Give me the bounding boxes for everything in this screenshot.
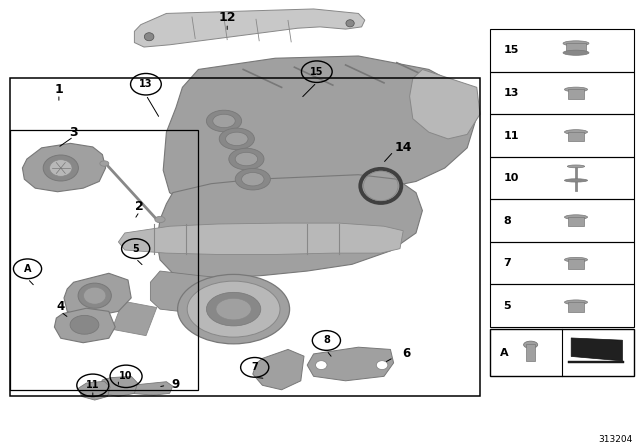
Bar bbox=[490, 199, 634, 242]
Polygon shape bbox=[572, 338, 622, 361]
Text: 8: 8 bbox=[323, 336, 330, 345]
Ellipse shape bbox=[236, 168, 271, 190]
Bar bbox=[490, 29, 634, 72]
Ellipse shape bbox=[187, 281, 280, 337]
Bar bbox=[526, 344, 535, 361]
Ellipse shape bbox=[155, 216, 165, 223]
Text: 14: 14 bbox=[394, 141, 412, 155]
Ellipse shape bbox=[316, 361, 327, 370]
Bar bbox=[568, 89, 584, 99]
Polygon shape bbox=[22, 143, 106, 192]
Polygon shape bbox=[253, 349, 304, 390]
Text: 5: 5 bbox=[132, 244, 139, 254]
Ellipse shape bbox=[78, 283, 111, 308]
Text: 13: 13 bbox=[139, 79, 153, 89]
Text: 2: 2 bbox=[135, 199, 144, 213]
Ellipse shape bbox=[568, 165, 585, 168]
Ellipse shape bbox=[70, 315, 99, 334]
Polygon shape bbox=[118, 223, 403, 254]
Bar bbox=[568, 302, 584, 312]
Bar bbox=[490, 157, 634, 199]
Polygon shape bbox=[134, 9, 365, 47]
Text: 5: 5 bbox=[504, 301, 511, 311]
Bar bbox=[490, 114, 634, 157]
Bar bbox=[568, 217, 584, 227]
Polygon shape bbox=[307, 347, 394, 381]
Ellipse shape bbox=[216, 298, 251, 320]
Text: 13: 13 bbox=[504, 88, 519, 98]
Text: 10: 10 bbox=[504, 173, 519, 183]
Polygon shape bbox=[64, 273, 131, 318]
Bar bbox=[568, 132, 584, 142]
Polygon shape bbox=[127, 382, 173, 395]
Ellipse shape bbox=[206, 292, 261, 326]
Ellipse shape bbox=[206, 110, 242, 132]
Bar bbox=[566, 43, 586, 53]
Ellipse shape bbox=[212, 114, 236, 128]
Text: 8: 8 bbox=[504, 215, 511, 226]
Text: A: A bbox=[500, 348, 508, 358]
Text: 6: 6 bbox=[403, 347, 410, 361]
Polygon shape bbox=[163, 56, 477, 206]
Text: 11: 11 bbox=[86, 380, 100, 390]
Bar bbox=[112, 301, 157, 336]
Polygon shape bbox=[410, 69, 480, 139]
Text: 7: 7 bbox=[504, 258, 511, 268]
Bar bbox=[490, 329, 634, 376]
Ellipse shape bbox=[563, 50, 589, 55]
Bar bbox=[568, 259, 584, 269]
Bar bbox=[490, 284, 634, 327]
Ellipse shape bbox=[43, 155, 79, 181]
Polygon shape bbox=[78, 381, 110, 400]
Bar bbox=[10, 130, 198, 390]
Text: 15: 15 bbox=[504, 45, 519, 56]
Polygon shape bbox=[54, 308, 115, 343]
Text: 12: 12 bbox=[218, 11, 236, 25]
Ellipse shape bbox=[236, 152, 258, 166]
Ellipse shape bbox=[524, 341, 538, 349]
Text: 3: 3 bbox=[69, 125, 78, 139]
Ellipse shape bbox=[376, 361, 388, 370]
Ellipse shape bbox=[564, 87, 588, 92]
Ellipse shape bbox=[564, 129, 588, 134]
Text: 7: 7 bbox=[252, 362, 258, 372]
Bar bbox=[490, 242, 634, 284]
Text: 1: 1 bbox=[54, 83, 63, 96]
Text: 11: 11 bbox=[504, 130, 519, 141]
Text: 9: 9 bbox=[172, 378, 180, 391]
Bar bbox=[10, 78, 480, 396]
Ellipse shape bbox=[229, 148, 264, 170]
Ellipse shape bbox=[564, 179, 588, 182]
Ellipse shape bbox=[563, 41, 589, 46]
Ellipse shape bbox=[564, 215, 588, 220]
Ellipse shape bbox=[564, 257, 588, 262]
Text: 4: 4 bbox=[57, 300, 65, 314]
Polygon shape bbox=[150, 271, 250, 314]
Ellipse shape bbox=[178, 274, 290, 344]
Polygon shape bbox=[157, 175, 422, 278]
Ellipse shape bbox=[242, 172, 264, 186]
Bar bbox=[568, 361, 624, 363]
Ellipse shape bbox=[346, 20, 355, 27]
Bar bbox=[490, 72, 634, 114]
Ellipse shape bbox=[83, 287, 106, 304]
Ellipse shape bbox=[145, 33, 154, 41]
Text: 10: 10 bbox=[119, 371, 133, 381]
Polygon shape bbox=[99, 376, 138, 396]
Ellipse shape bbox=[219, 128, 255, 150]
Ellipse shape bbox=[50, 160, 72, 177]
Text: A: A bbox=[24, 264, 31, 274]
Ellipse shape bbox=[564, 300, 588, 305]
Text: 15: 15 bbox=[310, 67, 324, 77]
Ellipse shape bbox=[226, 132, 248, 146]
Ellipse shape bbox=[100, 161, 109, 166]
Text: 313204: 313204 bbox=[598, 435, 632, 444]
